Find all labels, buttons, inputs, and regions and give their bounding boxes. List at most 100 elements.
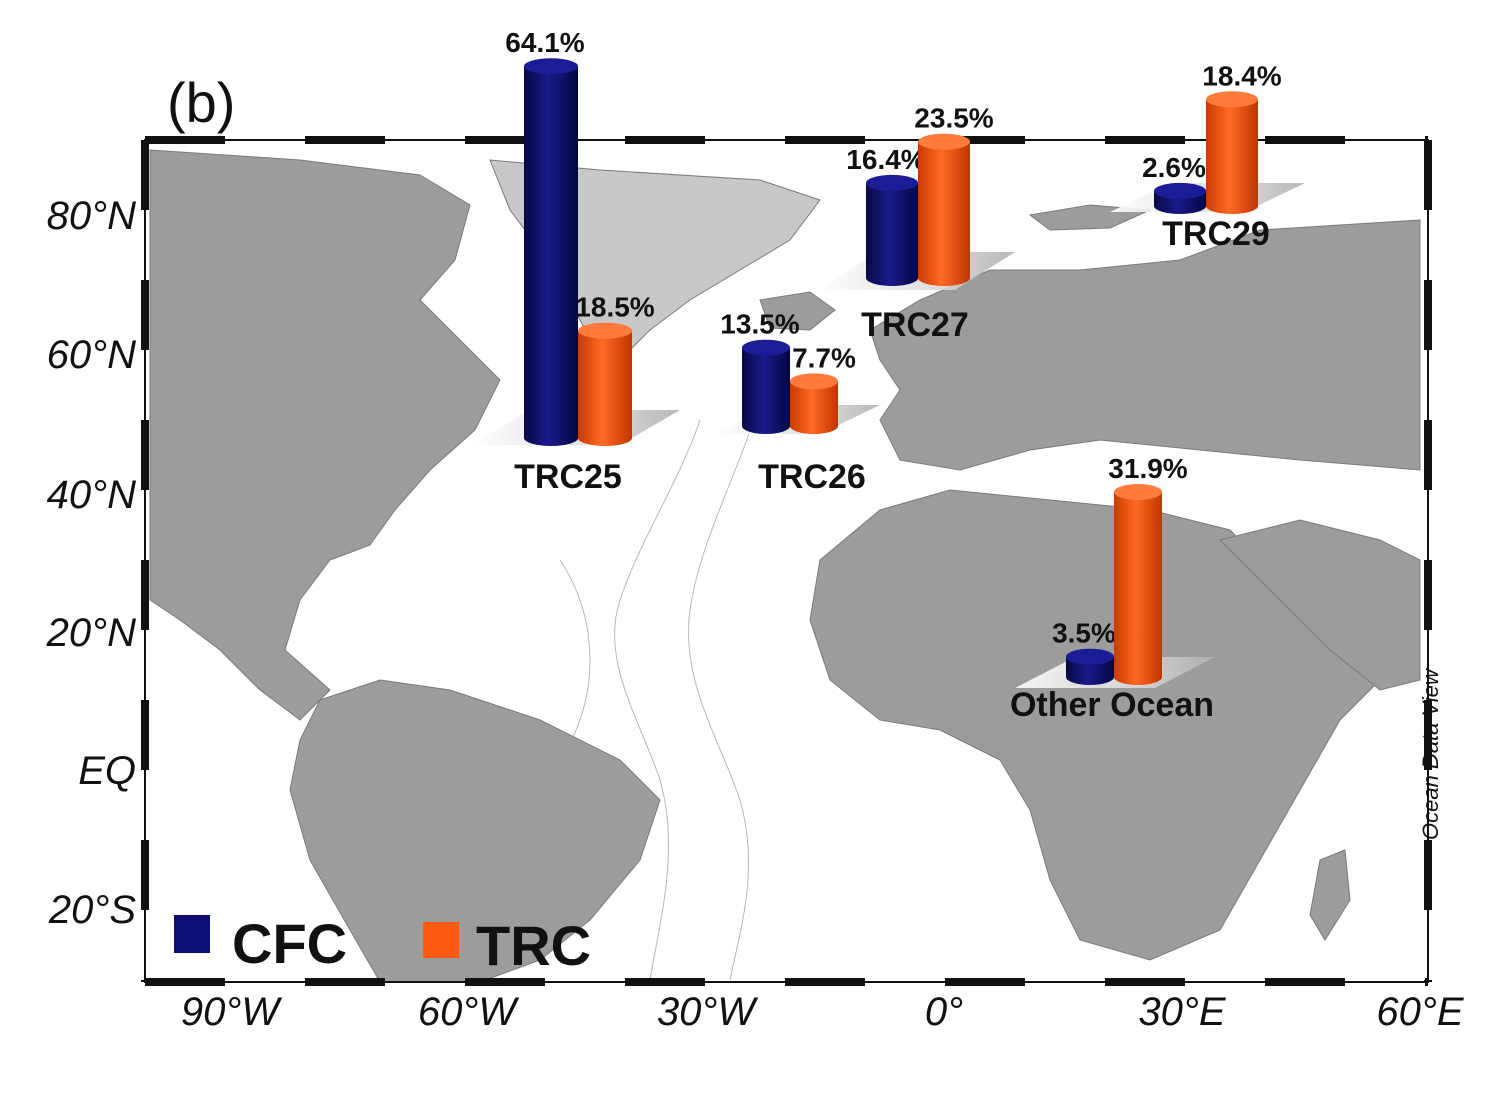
frame-tick <box>141 420 149 490</box>
europe-land <box>869 219 1421 471</box>
bar-trc-base <box>578 430 632 446</box>
bar-trc-base <box>1206 198 1258 214</box>
bar-trc-top <box>578 322 632 339</box>
frame-tick <box>305 136 385 144</box>
bar-trc-base <box>918 270 970 286</box>
bar-value-label-cfc: 16.4% <box>846 144 925 175</box>
region-label: TRC27 <box>861 306 969 344</box>
region-label: TRC29 <box>1162 215 1270 253</box>
landmasses <box>149 149 1421 983</box>
bar-cfc <box>866 182 918 278</box>
region-label: TRC26 <box>758 458 866 496</box>
legend: CFC TRC <box>174 912 591 977</box>
frame-tick <box>1265 136 1345 144</box>
frame-tick <box>785 136 865 144</box>
bar-cfc-top <box>1066 648 1114 665</box>
bar-value-label-trc: 7.7% <box>792 342 856 373</box>
frame-tick <box>465 136 545 144</box>
bar-cfc-base <box>524 430 578 446</box>
region-label: TRC25 <box>514 458 622 496</box>
frame-tick <box>1424 280 1432 350</box>
lon-label-0: 0° <box>924 990 964 1034</box>
lat-label-60n: 60°N <box>46 333 136 377</box>
bar-value-label-cfc: 64.1% <box>505 27 584 58</box>
frame-tick <box>141 140 149 210</box>
bar-group: 13.5%7.7% TRC26 <box>715 309 880 496</box>
lon-label-30e: 30°E <box>1138 990 1226 1034</box>
frame-tick <box>141 280 149 350</box>
bar-cfc-base <box>742 418 790 434</box>
iceland-land <box>759 291 836 331</box>
frame-tick <box>1424 980 1432 982</box>
frame-ticks <box>141 136 1432 986</box>
frame-tick <box>1265 978 1345 986</box>
frame-tick <box>141 560 149 630</box>
bar-cfc <box>524 66 578 438</box>
frame-tick <box>1105 978 1185 986</box>
legend-swatch-cfc <box>174 915 210 953</box>
frame-tick <box>1424 420 1432 490</box>
bar-trc <box>578 330 632 438</box>
lat-label-80n: 80°N <box>46 194 136 238</box>
bar-cfc-top <box>524 58 578 75</box>
bar-trc <box>1206 99 1258 206</box>
bar-value-label-cfc: 3.5% <box>1052 618 1116 649</box>
bar-group: 16.4% 23.5% TRC27 <box>818 103 1015 344</box>
madagascar-land <box>1309 849 1351 941</box>
region-label: Other Ocean <box>1010 686 1214 724</box>
frame-tick <box>785 978 865 986</box>
bar-group: 2.6% 18.4% TRC29 <box>1110 60 1305 253</box>
bar-cfc-base <box>1066 669 1114 685</box>
bar-group: 64.1% 18.5% TRC25 <box>470 27 680 496</box>
lon-label-30w: 30°W <box>656 990 756 1034</box>
frame-tick <box>1424 700 1432 770</box>
north-america-land <box>149 149 501 721</box>
bar-trc-base <box>790 418 838 434</box>
legend-swatch-trc <box>423 922 459 958</box>
bar-cfc-base <box>1154 198 1206 214</box>
bar-group: 3.5% 31.9% Other Ocean <box>1010 453 1215 724</box>
frame-tick <box>1424 140 1432 210</box>
frame-tick <box>625 978 705 986</box>
bar-trc-top <box>790 373 838 390</box>
bar-trc <box>1114 491 1162 677</box>
bar-value-label-cfc: 2.6% <box>1142 152 1206 183</box>
bar-value-label-trc: 31.9% <box>1108 453 1187 484</box>
bar-trc <box>918 141 970 278</box>
bar-value-label-trc: 18.5% <box>575 292 654 323</box>
bar-trc-top <box>1114 483 1162 500</box>
frame-tick <box>625 136 705 144</box>
bar-cfc-top <box>866 174 918 191</box>
bar-cfc <box>742 347 790 426</box>
lon-label-60w: 60°W <box>417 990 517 1034</box>
frame-tick <box>141 700 149 770</box>
frame-tick <box>945 978 1025 986</box>
frame-tick <box>145 978 225 986</box>
frame-tick <box>1424 560 1432 630</box>
lat-label-20n: 20°N <box>46 611 136 655</box>
lon-label-60e: 60°E <box>1376 990 1464 1034</box>
bar-trc-base <box>1114 669 1162 685</box>
bar-value-label-cfc: 13.5% <box>720 309 799 340</box>
frame-tick <box>465 978 545 986</box>
bar-value-label-trc: 23.5% <box>914 103 993 134</box>
bathymetry-contours <box>559 399 761 981</box>
bar-cfc-top <box>742 339 790 356</box>
lat-label-20s: 20°S <box>48 888 136 932</box>
bar-cfc-base <box>866 270 918 286</box>
lat-label-40n: 40°N <box>46 473 136 517</box>
frame-tick <box>305 978 385 986</box>
frame-tick <box>141 980 149 982</box>
legend-label-cfc: CFC <box>232 912 347 975</box>
bar-trc-top <box>1206 91 1258 108</box>
bar-value-label-trc: 18.4% <box>1202 60 1281 91</box>
panel-label: (b) <box>167 71 236 134</box>
south-america-land <box>289 679 661 983</box>
bar-trc-top <box>918 133 970 150</box>
frame-tick <box>141 840 149 910</box>
lat-label-eq: EQ <box>78 749 136 793</box>
frame-tick <box>145 136 225 144</box>
bar-groups: 64.1% 18.5% TRC25 13.5%7.7% TRC26 16.4% 23.5% T… <box>470 27 1305 724</box>
ocean-data-view-credit: Ocean Data View <box>1418 669 1443 840</box>
